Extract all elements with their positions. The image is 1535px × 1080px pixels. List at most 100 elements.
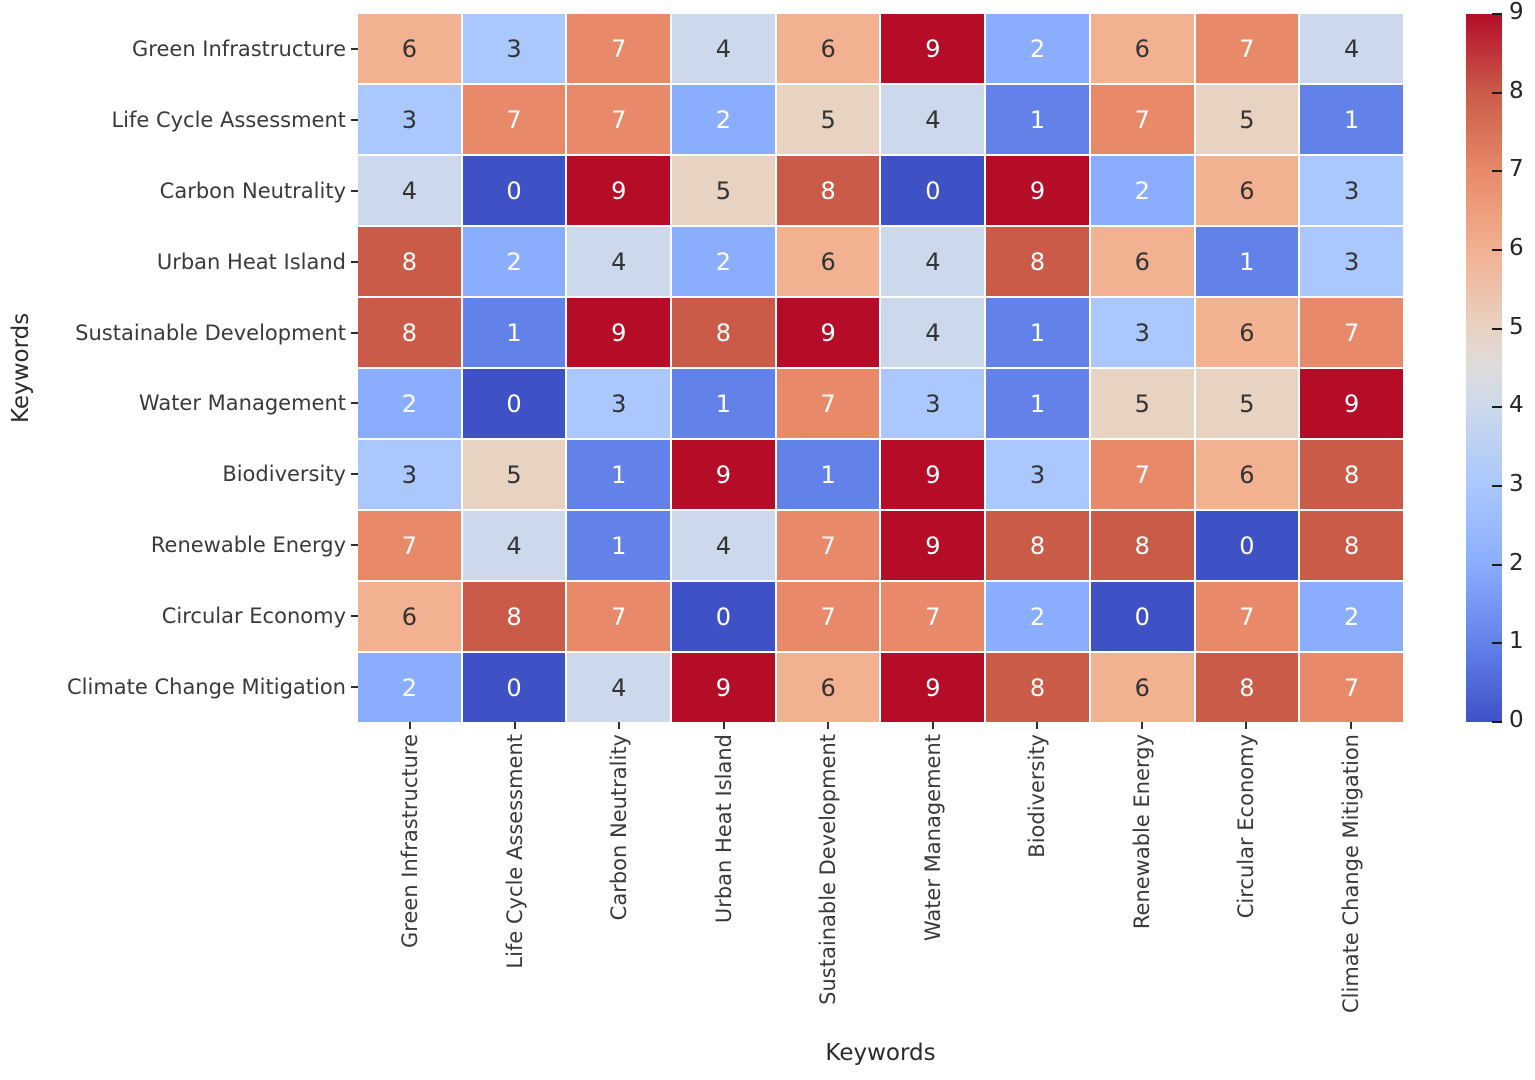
heatmap-cell: 7 bbox=[1090, 440, 1194, 509]
heatmap-cell: 5 bbox=[776, 85, 880, 154]
colorbar-tick-label: 4 bbox=[1509, 392, 1524, 419]
y-tick-label: Renewable Energy bbox=[0, 510, 358, 581]
heatmap-cell: 9 bbox=[881, 511, 985, 580]
colorbar-tick-label: 5 bbox=[1509, 313, 1524, 340]
y-tick-label: Biodiversity bbox=[0, 439, 358, 510]
heatmap-cell: 3 bbox=[358, 440, 461, 509]
y-tick-mark bbox=[351, 402, 358, 405]
y-tick-label: Green Infrastructure bbox=[0, 14, 358, 85]
x-tick-label: Sustainable Development bbox=[816, 734, 841, 1005]
colorbar-tick-label: 1 bbox=[1509, 628, 1524, 655]
y-tick-mark bbox=[351, 614, 358, 617]
colorbar-tick-mark bbox=[1492, 721, 1502, 723]
colorbar-tick-mark bbox=[1492, 249, 1502, 251]
heatmap-cell: 7 bbox=[881, 582, 985, 651]
y-tick-label-text: Life Cycle Assessment bbox=[111, 108, 346, 133]
colorbar-tick-mark bbox=[1492, 327, 1502, 330]
y-tick-mark bbox=[351, 119, 358, 122]
heatmap-cell: 4 bbox=[567, 653, 671, 722]
heatmap-cell: 2 bbox=[986, 582, 1089, 651]
heatmap-cell: 6 bbox=[358, 582, 461, 651]
heatmap-cell: 1 bbox=[672, 369, 775, 438]
heatmap-cell: 2 bbox=[1090, 156, 1194, 225]
y-tick-label-text: Green Infrastructure bbox=[132, 37, 346, 62]
y-tick-label: Climate Change Mitigation bbox=[0, 651, 358, 722]
heatmap-cell: 7 bbox=[1195, 582, 1299, 651]
heatmap-cell: 8 bbox=[1090, 511, 1194, 580]
x-tick-mark bbox=[1349, 722, 1352, 729]
y-tick-label-text: Circular Economy bbox=[161, 603, 346, 628]
heatmap-cell: 4 bbox=[672, 14, 775, 83]
heatmap-cell: 2 bbox=[1300, 582, 1403, 651]
heatmap-cell: 3 bbox=[986, 440, 1089, 509]
x-axis-title: Keywords bbox=[825, 1040, 936, 1066]
y-tick-label: Circular Economy bbox=[0, 580, 358, 651]
heatmap-cell: 8 bbox=[1300, 511, 1403, 580]
y-tick-mark bbox=[351, 543, 358, 546]
heatmap-cell: 0 bbox=[672, 582, 775, 651]
heatmap-cell: 5 bbox=[462, 440, 566, 509]
heatmap-cell: 7 bbox=[1195, 14, 1299, 83]
y-tick-label-text: Biodiversity bbox=[222, 462, 346, 487]
heatmap-cell: 2 bbox=[462, 227, 566, 296]
x-axis-tick-labels: Green Infrastructure Life Cycle Assessmen… bbox=[358, 722, 1403, 1062]
colorbar-tick-mark bbox=[1492, 13, 1502, 15]
heatmap-cell: 2 bbox=[672, 227, 775, 296]
heatmap-cell: 7 bbox=[567, 85, 671, 154]
heatmap-cell: 1 bbox=[1300, 85, 1403, 154]
heatmap-cell: 4 bbox=[1300, 14, 1403, 83]
x-tick-label: Water Management bbox=[920, 734, 945, 942]
x-tick-mark bbox=[827, 722, 830, 729]
heatmap-cell: 4 bbox=[881, 298, 985, 367]
y-tick-mark bbox=[351, 189, 358, 192]
heatmap-cell: 5 bbox=[1195, 85, 1299, 154]
y-axis-tick-labels: Green Infrastructure Life Cycle Assessmen… bbox=[0, 14, 358, 722]
y-tick-label-text: Climate Change Mitigation bbox=[66, 674, 346, 699]
colorbar bbox=[1466, 14, 1502, 722]
heatmap-cell: 1 bbox=[776, 440, 880, 509]
heatmap-cell: 6 bbox=[1195, 298, 1299, 367]
heatmap-cell: 4 bbox=[672, 511, 775, 580]
colorbar-tick-mark bbox=[1492, 170, 1502, 173]
heatmap-cell: 3 bbox=[567, 369, 671, 438]
y-tick-label: Carbon Neutrality bbox=[0, 156, 358, 227]
x-tick-mark bbox=[1245, 722, 1248, 729]
heatmap-cell: 0 bbox=[1090, 582, 1194, 651]
y-tick-label: Sustainable Development bbox=[0, 297, 358, 368]
heatmap-cell: 7 bbox=[567, 582, 671, 651]
heatmap-cell: 6 bbox=[1090, 14, 1194, 83]
heatmap-cell: 5 bbox=[672, 156, 775, 225]
heatmap-cell: 1 bbox=[986, 298, 1089, 367]
heatmap-cell: 0 bbox=[881, 156, 985, 225]
y-tick-mark bbox=[351, 685, 358, 688]
heatmap-cell: 9 bbox=[881, 14, 985, 83]
heatmap-cell: 8 bbox=[986, 511, 1089, 580]
heatmap-cell: 8 bbox=[1300, 440, 1403, 509]
heatmap-cell: 6 bbox=[1090, 227, 1194, 296]
heatmap-cell: 7 bbox=[776, 511, 880, 580]
heatmap-cell: 9 bbox=[881, 653, 985, 722]
colorbar-tick-label: 9 bbox=[1509, 0, 1524, 25]
colorbar-tick-mark bbox=[1492, 563, 1502, 566]
heatmap-cell: 7 bbox=[776, 369, 880, 438]
heatmap-cell: 9 bbox=[1300, 369, 1403, 438]
heatmap-cell: 4 bbox=[358, 156, 461, 225]
x-tick-mark bbox=[722, 722, 725, 729]
heatmap-cell: 6 bbox=[776, 227, 880, 296]
y-tick-label: Water Management bbox=[0, 368, 358, 439]
y-tick-mark bbox=[351, 260, 358, 263]
heatmap-cell: 7 bbox=[1300, 298, 1403, 367]
heatmap-cell: 2 bbox=[358, 369, 461, 438]
heatmap-cell: 7 bbox=[1300, 653, 1403, 722]
y-tick-mark bbox=[351, 473, 358, 476]
heatmap-cell: 3 bbox=[1300, 227, 1403, 296]
heatmap-cell: 7 bbox=[567, 14, 671, 83]
heatmap-cell: 9 bbox=[986, 156, 1089, 225]
x-tick-mark bbox=[513, 722, 516, 729]
y-tick-label: Urban Heat Island bbox=[0, 226, 358, 297]
heatmap-cell: 4 bbox=[462, 511, 566, 580]
colorbar-tick-label: 7 bbox=[1509, 156, 1524, 183]
heatmap-cell: 8 bbox=[358, 227, 461, 296]
x-tick-mark bbox=[618, 722, 621, 729]
